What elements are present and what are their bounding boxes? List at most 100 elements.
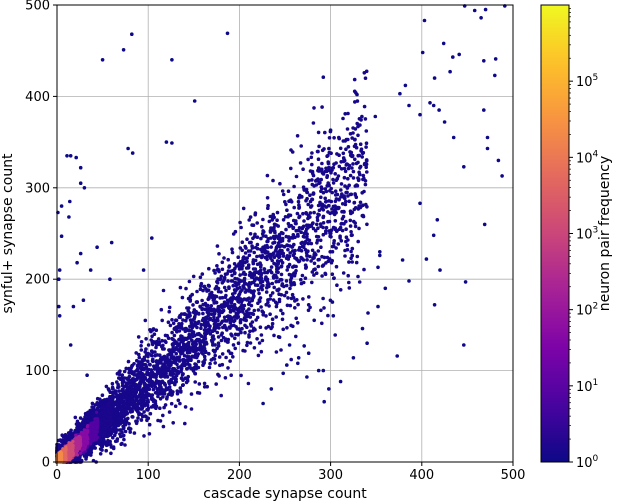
data-point	[353, 137, 357, 142]
data-point	[358, 200, 363, 205]
data-point	[240, 262, 245, 267]
data-point	[346, 111, 350, 116]
data-point	[134, 386, 139, 391]
data-point	[281, 251, 286, 256]
data-point	[288, 251, 293, 255]
data-point	[196, 338, 200, 343]
data-point	[364, 202, 368, 207]
data-point	[128, 408, 132, 412]
data-point	[342, 175, 347, 180]
data-point	[147, 352, 151, 356]
data-point	[151, 387, 156, 392]
data-point	[331, 181, 336, 185]
data-point	[83, 415, 87, 419]
data-point	[353, 192, 357, 196]
data-point	[352, 77, 357, 82]
data-point	[259, 255, 264, 260]
data-point	[128, 427, 133, 431]
data-point	[272, 261, 276, 266]
data-point	[210, 340, 215, 345]
data-point	[237, 293, 241, 297]
data-point	[294, 228, 299, 233]
data-point	[364, 129, 369, 133]
data-point	[257, 270, 261, 274]
data-point	[176, 344, 180, 348]
data-point	[137, 352, 141, 357]
data-point	[327, 136, 332, 140]
data-point	[270, 317, 275, 322]
data-point	[217, 374, 221, 378]
data-point	[199, 326, 203, 331]
data-point	[357, 226, 361, 231]
data-point	[235, 277, 240, 281]
data-point	[339, 188, 343, 192]
data-point	[139, 365, 143, 370]
data-point	[327, 165, 331, 170]
data-point	[285, 243, 290, 248]
data-point	[287, 238, 291, 243]
data-point	[362, 104, 367, 109]
data-point	[154, 365, 159, 370]
data-point	[310, 171, 315, 176]
data-point	[299, 277, 303, 282]
data-point	[158, 369, 163, 374]
data-point	[117, 389, 121, 393]
data-point	[341, 151, 346, 156]
data-point	[259, 349, 264, 354]
data-point	[122, 376, 127, 380]
data-point	[189, 329, 194, 333]
data-point	[255, 221, 259, 225]
data-point	[145, 378, 150, 383]
data-point	[356, 239, 361, 244]
data-point	[158, 419, 163, 423]
data-point	[126, 359, 131, 364]
data-point	[255, 337, 259, 341]
data-point	[266, 237, 271, 241]
data-point	[228, 320, 233, 325]
data-point	[235, 316, 239, 320]
data-point	[274, 350, 279, 354]
data-point	[127, 366, 131, 371]
data-point	[118, 428, 122, 432]
data-point	[201, 302, 205, 307]
data-point	[127, 370, 131, 375]
data-point	[325, 184, 330, 188]
data-point	[332, 136, 336, 140]
data-point	[284, 227, 288, 232]
data-point	[364, 165, 369, 169]
data-point	[173, 327, 177, 331]
data-point	[247, 300, 252, 304]
data-point	[312, 261, 317, 266]
data-point	[214, 284, 219, 289]
data-point	[189, 366, 193, 371]
data-point	[270, 291, 275, 295]
data-point	[188, 313, 192, 318]
data-point	[131, 406, 135, 410]
data-point	[297, 215, 301, 220]
data-point	[129, 402, 134, 407]
data-point	[115, 380, 119, 384]
data-point	[256, 308, 261, 312]
data-point	[310, 280, 314, 285]
data-point	[255, 315, 260, 320]
data-point	[258, 325, 263, 330]
data-point	[86, 419, 90, 424]
data-point	[286, 221, 291, 226]
data-point	[352, 89, 357, 94]
data-point	[223, 295, 228, 300]
data-point	[172, 333, 177, 338]
data-point	[278, 244, 283, 248]
data-point	[120, 441, 124, 446]
data-point	[296, 232, 300, 237]
data-point	[203, 341, 208, 345]
data-point	[319, 167, 324, 172]
data-point	[75, 425, 79, 430]
data-point	[200, 350, 204, 355]
data-point	[272, 333, 276, 338]
data-point	[200, 318, 205, 323]
data-point	[213, 323, 218, 328]
data-point	[137, 412, 141, 417]
data-point	[174, 318, 179, 323]
data-point	[303, 276, 308, 281]
data-point	[259, 333, 264, 337]
